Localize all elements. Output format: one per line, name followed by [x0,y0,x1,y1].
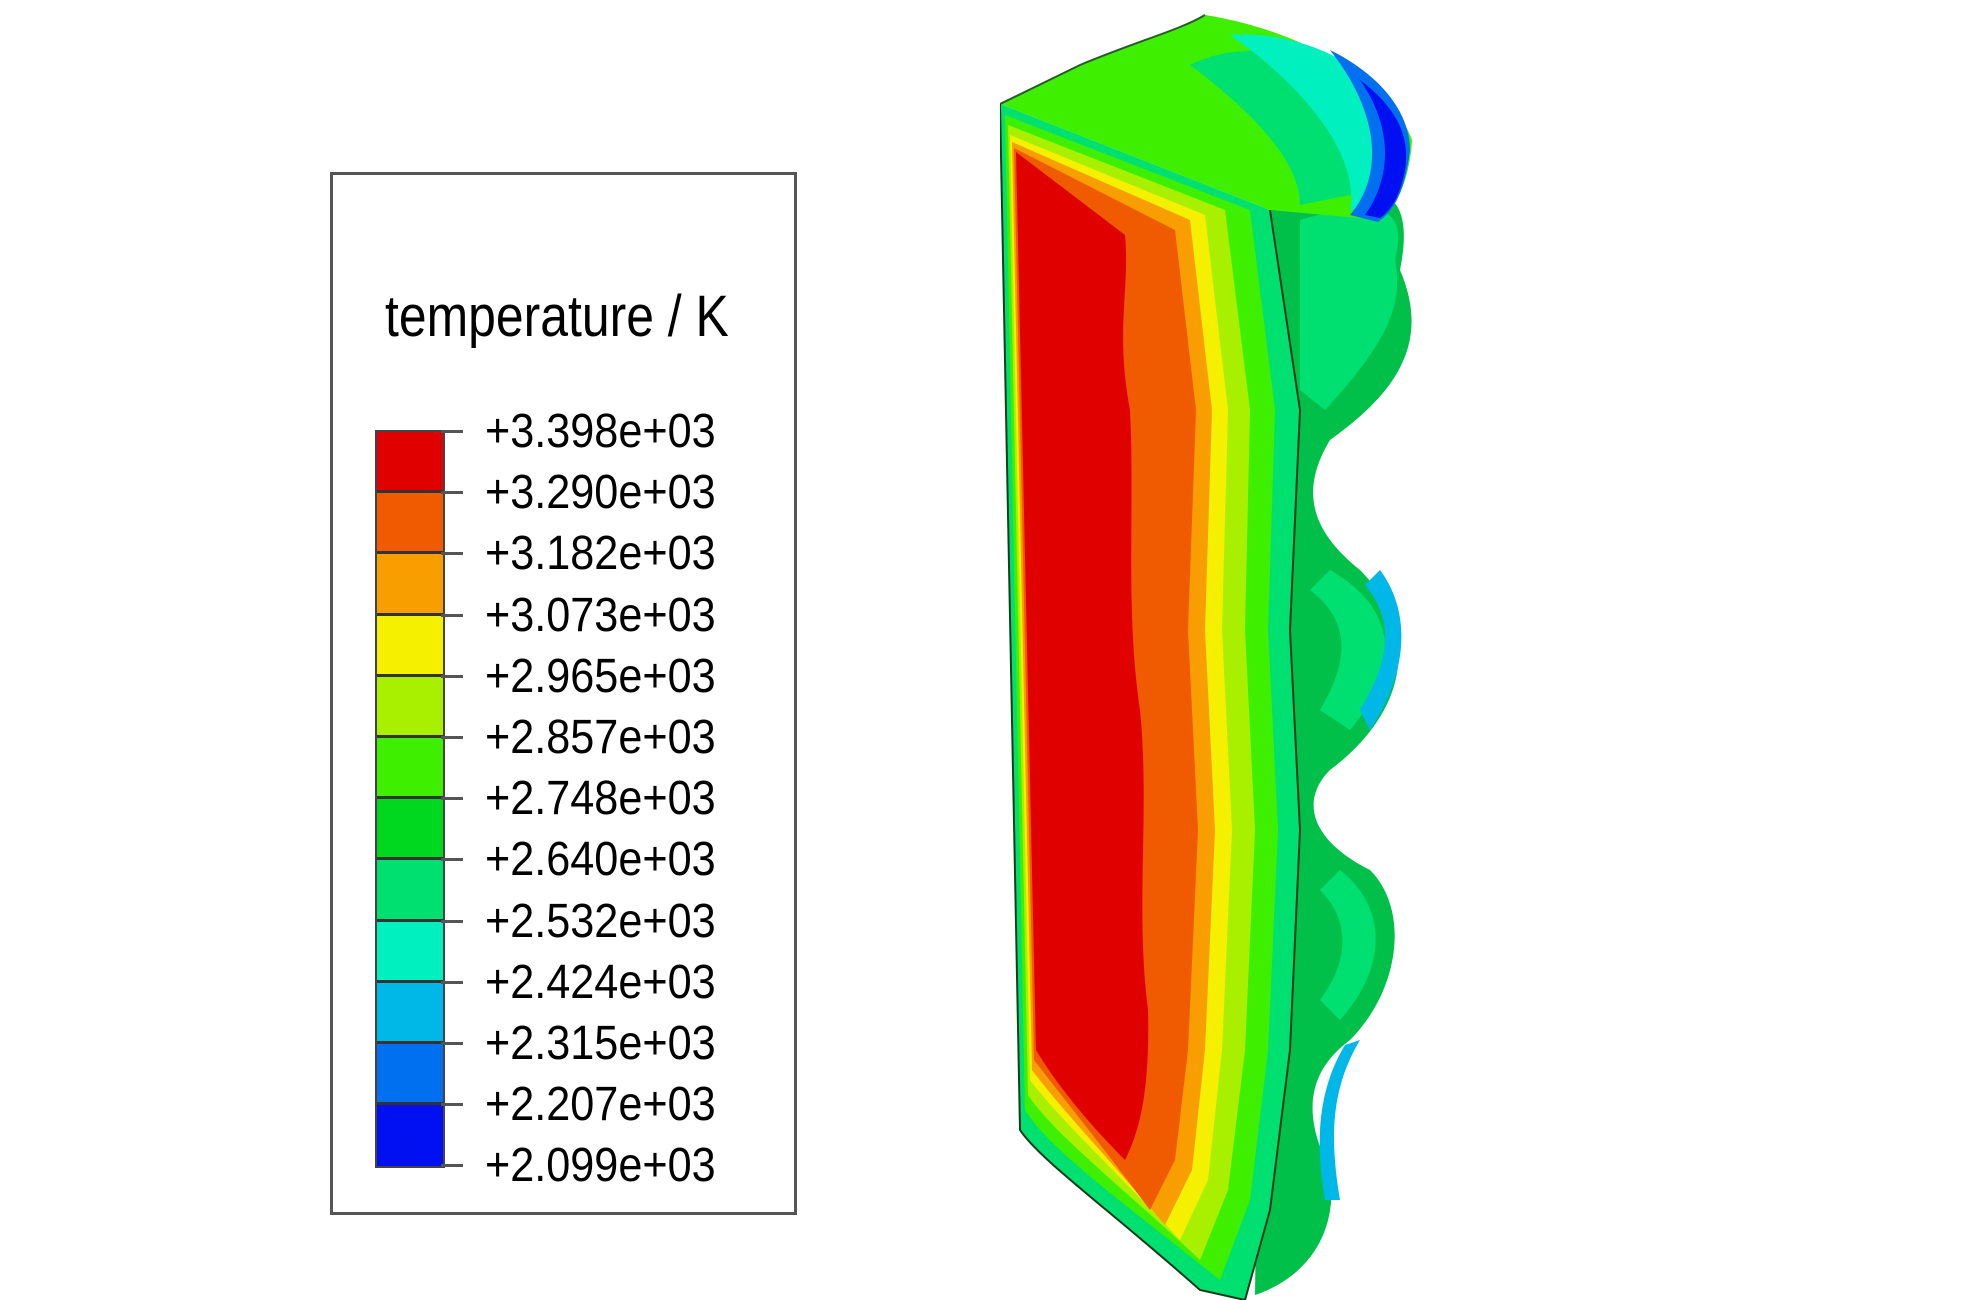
colorbar-tick [441,797,463,801]
colorbar-swatch [377,1043,443,1106]
colorbar-swatch [377,799,443,861]
colorbar-tick [441,919,463,923]
colorbar-swatch [377,493,443,555]
cut-face [1000,103,1302,1300]
colorbar-tick [441,1103,463,1107]
colorbar-tick-label: +2.424e+03 [485,955,716,1009]
colorbar-swatch [377,554,443,616]
colorbar-tick [441,736,463,739]
colorbar-tick-label: +2.315e+03 [485,1017,716,1070]
legend: temperature / K +3.398e+03 +3.290e+03 +3.1… [330,172,797,1215]
colorbar-tick [441,980,463,984]
colorbar-tick [441,1164,463,1168]
colorbar-tick-label: +2.532e+03 [485,894,716,948]
colorbar-tick-label: +3.182e+03 [485,527,716,581]
colorbar-tick-label: +3.073e+03 [485,588,716,642]
colorbar-tick-label: +2.748e+03 [485,772,716,826]
colorbar-tick-label: +3.290e+03 [485,466,716,520]
colorbar-tick [441,1042,463,1045]
colorbar-swatch [377,676,443,738]
colorbar-tick [441,430,463,433]
colorbar-swatch [377,737,443,800]
colorbar-tick-label: +2.099e+03 [485,1139,716,1193]
colorbar-swatch [377,1105,443,1167]
colorbar-tick [441,552,463,556]
colorbar-swatch [377,432,443,494]
colorbar-tick-label: +2.857e+03 [485,711,716,764]
colorbar-tick [441,613,463,617]
colorbar-tick-label: +2.965e+03 [485,649,716,703]
temperature-contour-model [1000,14,1412,1300]
top-surface [1000,14,1412,222]
colorbar-swatch [377,982,443,1044]
colorbar-tick-label: +3.398e+03 [485,405,716,458]
colorbar-tick [441,858,463,862]
colorbar-tick [441,491,463,495]
colorbar-swatch [377,921,443,983]
colorbar-swatch [377,860,443,922]
colorbar-tick-label: +2.640e+03 [485,833,716,887]
colorbar-tick [441,674,463,678]
colorbar-swatch [377,615,443,677]
legend-title: temperature / K [385,284,729,349]
colorbar-tick-label: +2.207e+03 [485,1078,716,1132]
colorbar [375,430,445,1169]
